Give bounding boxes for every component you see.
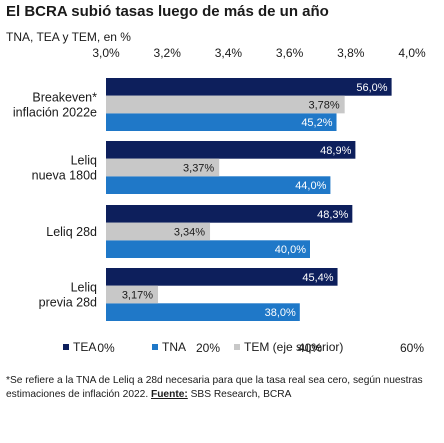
bar-tna	[106, 240, 310, 258]
bars: 56,0% 45,2% 3,78% 48,9% 44,0% 3,37% 48,3% 40,0%…	[106, 78, 392, 321]
source-text: SBS Research, BCRA	[187, 389, 292, 400]
bottom-axis: 0% 20% 40% 60%	[97, 341, 424, 355]
bar-label-tea: 45,4%	[302, 272, 333, 284]
legend-swatch	[152, 344, 158, 350]
bar-label-tna: 38,0%	[265, 307, 296, 319]
bar-tem	[106, 222, 211, 241]
legend-label: TNA	[162, 340, 186, 354]
legend-label: TEM (eje superior)	[244, 340, 343, 354]
top-tick-label: 3,0%	[92, 46, 120, 60]
bar-tea	[106, 78, 392, 96]
bar-tem	[106, 285, 159, 304]
bar-tea	[106, 141, 356, 159]
bar-label-tea: 48,3%	[317, 209, 348, 221]
legend-swatch	[63, 344, 69, 350]
bar-tna	[106, 113, 337, 131]
bar-label-tem: 3,37%	[183, 163, 214, 175]
bottom-tick-label: 20%	[196, 341, 220, 355]
bar-label-tna: 45,2%	[301, 117, 332, 129]
bar-label-tem: 3,34%	[174, 227, 205, 239]
chart-title: El BCRA subió tasas luego de más de un a…	[6, 3, 329, 20]
bar-label-tem: 3,78%	[308, 100, 339, 112]
source-label: Fuente:	[150, 389, 188, 400]
bar-label-tea: 48,9%	[320, 145, 351, 157]
legend: TEA TNA TEM (eje superior)	[63, 340, 343, 354]
bar-tna	[106, 303, 300, 321]
chart-subtitle: TNA, TEA y TEM, en %	[6, 30, 131, 44]
legend-label: TEA	[73, 340, 96, 354]
bottom-tick-label: 60%	[400, 341, 424, 355]
footnote-text: *Se refiere a la TNA de Leliq a 28d nece…	[6, 375, 423, 400]
bar-tea	[106, 205, 353, 223]
category-label: Leliq nueva 180d	[32, 154, 97, 183]
bar-label-tea: 56,0%	[356, 82, 387, 94]
bar-label-tem: 3,17%	[122, 290, 153, 302]
top-tick-label: 3,2%	[154, 46, 182, 60]
top-tick-label: 3,4%	[215, 46, 243, 60]
category-labels: Breakeven* inflación 2022e Leliq nueva 180d…	[13, 91, 97, 310]
top-tick-label: 4,0%	[398, 46, 426, 60]
top-axis: 3,0% 3,2% 3,4% 3,6% 3,8% 4,0%	[92, 46, 426, 60]
bottom-tick-label: 0%	[97, 341, 115, 355]
footnote: *Se refiere a la TNA de Leliq a 28d nece…	[6, 374, 438, 402]
top-tick-label: 3,8%	[337, 46, 365, 60]
bar-tem	[106, 95, 345, 114]
bar-tem	[106, 158, 220, 177]
bottom-tick-label: 40%	[298, 341, 322, 355]
category-label: Leliq previa 28d	[39, 281, 97, 310]
category-label: Breakeven* inflación 2022e	[13, 91, 97, 120]
category-label: Leliq 28d	[46, 225, 97, 239]
bar-tea	[106, 268, 338, 286]
bar-tna	[106, 176, 331, 194]
legend-swatch	[234, 344, 240, 350]
bar-label-tna: 44,0%	[295, 180, 326, 192]
bar-label-tna: 40,0%	[275, 244, 306, 256]
top-tick-label: 3,6%	[276, 46, 304, 60]
